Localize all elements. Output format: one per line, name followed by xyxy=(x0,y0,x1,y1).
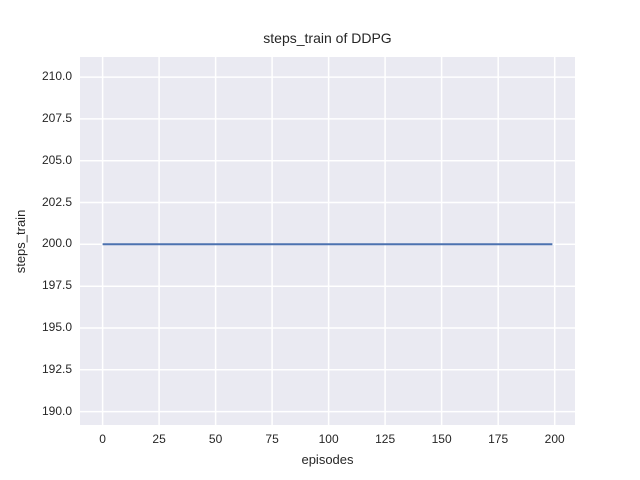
x-tick-label: 25 xyxy=(152,432,166,446)
y-tick-label: 192.5 xyxy=(41,361,72,376)
x-tick-label: 150 xyxy=(431,432,452,446)
y-tick-label: 190.0 xyxy=(41,403,72,418)
x-tick-label: 175 xyxy=(488,432,509,446)
y-tick-label: 205.0 xyxy=(41,152,72,167)
y-tick-label: 210.0 xyxy=(41,69,72,84)
y-tick-label: 195.0 xyxy=(41,319,72,334)
x-tick-label: 125 xyxy=(375,432,396,446)
chart-title: steps_train of DDPG xyxy=(263,30,392,46)
x-tick-label: 200 xyxy=(544,432,565,446)
x-tick-label: 100 xyxy=(318,432,339,446)
y-tick-label: 202.5 xyxy=(41,194,72,209)
x-tick-label: 75 xyxy=(265,432,279,446)
x-axis-label: episodes xyxy=(301,452,354,467)
x-tick-label: 50 xyxy=(208,432,223,446)
y-tick-label: 207.5 xyxy=(41,110,72,125)
x-tick-label: 0 xyxy=(99,432,106,446)
y-tick-label: 197.5 xyxy=(41,278,72,293)
plot-area xyxy=(80,57,575,425)
y-tick-label: 200.0 xyxy=(41,236,72,251)
plot-canvas xyxy=(80,57,575,425)
